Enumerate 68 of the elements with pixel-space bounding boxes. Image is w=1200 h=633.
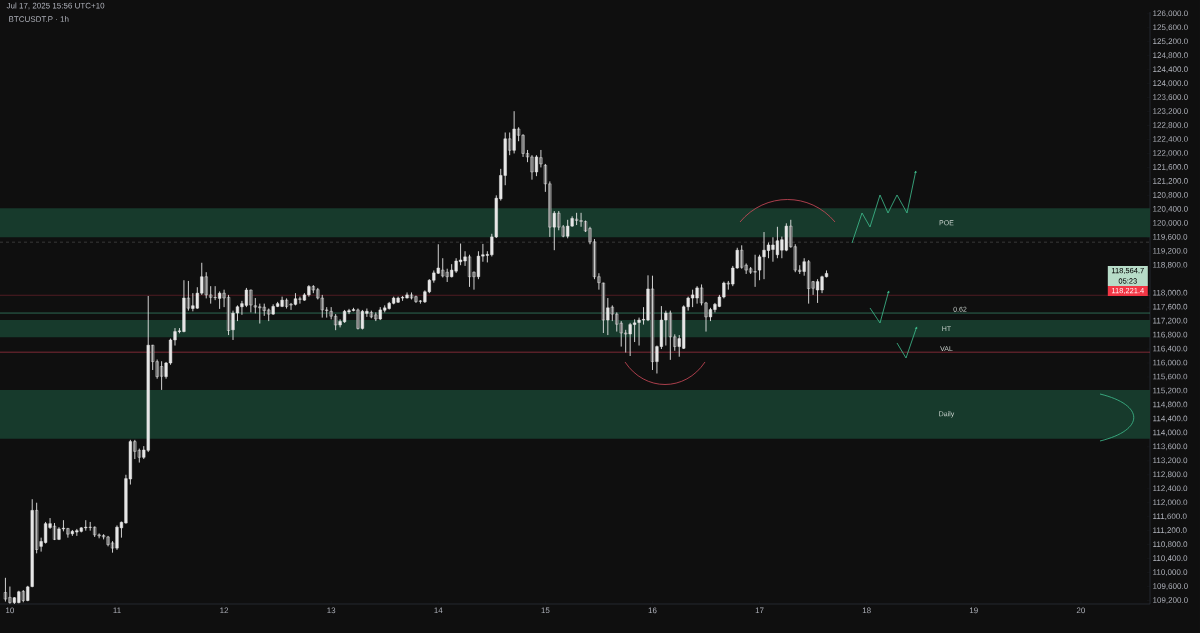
- y-tick-label: 126,000.0: [1153, 10, 1188, 18]
- x-tick-label: 16: [648, 607, 657, 614]
- y-tick-label: 123,600.0: [1153, 94, 1188, 101]
- chart-title: BTCUSDT.P · 1h: [9, 16, 69, 22]
- x-tick-label: 20: [1076, 607, 1085, 614]
- y-tick-label: 116,000.0: [1153, 359, 1188, 367]
- x-tick-label: 19: [969, 607, 978, 614]
- y-tick-label: 119,200.0: [1153, 247, 1188, 255]
- candlestick: [342, 309, 347, 324]
- x-tick-label: 13: [327, 607, 336, 614]
- candlestick: [400, 295, 405, 302]
- y-tick-label: 122,000.0: [1153, 150, 1188, 157]
- y-tick-label: 117,200.0: [1153, 317, 1188, 325]
- y-tick-label: 112,000.0: [1153, 499, 1188, 507]
- candlestick: [815, 278, 820, 304]
- y-tick-label: 113,600.0: [1153, 443, 1188, 451]
- candlestick: [753, 254, 757, 288]
- y-tick-label: 122,400.0: [1153, 136, 1188, 143]
- y-tick-label: 121,600.0: [1153, 164, 1188, 171]
- y-tick-label: 112,400.0: [1153, 485, 1188, 493]
- y-tick-label: 125,600.0: [1153, 24, 1188, 32]
- y-tick-label: 122,800.0: [1153, 122, 1188, 129]
- candlestick: [52, 522, 57, 541]
- y-tick-label: 109,200.0: [1153, 597, 1188, 604]
- y-tick-label: 112,800.0: [1153, 471, 1188, 479]
- x-tick-label: 10: [6, 607, 15, 614]
- candlestick: [293, 292, 298, 306]
- y-tick-label: 124,000.0: [1153, 80, 1188, 87]
- y-tick-label: 120,400.0: [1153, 206, 1188, 213]
- candlestick: [534, 154, 539, 177]
- y-tick-label: 110,000.0: [1153, 569, 1188, 576]
- y-tick-label: 121,200.0: [1153, 178, 1188, 185]
- candlestick: [284, 297, 289, 309]
- y-tick-label: 124,400.0: [1153, 66, 1188, 73]
- y-tick-label: 124,800.0: [1153, 52, 1188, 59]
- y-tick-label: 125,200.0: [1153, 38, 1188, 45]
- y-tick-label: 118,800.0: [1153, 261, 1188, 269]
- candlestick: [405, 292, 409, 299]
- y-tick-label: 123,200.0: [1153, 108, 1188, 115]
- candlestick: [650, 275, 655, 371]
- y-tick-label: 110,400.0: [1153, 555, 1188, 562]
- candlestick: [226, 294, 231, 336]
- y-tick-label: 114,400.0: [1153, 415, 1188, 423]
- y-tick-label: 114,800.0: [1153, 401, 1188, 409]
- candlestick: [409, 292, 414, 300]
- y-tick-label: 116,800.0: [1153, 331, 1188, 339]
- y-tick-label: 115,200.0: [1153, 387, 1188, 395]
- y-tick-label: 116,400.0: [1153, 345, 1188, 353]
- y-tick-label: 115,600.0: [1153, 373, 1188, 381]
- y-tick-label: 119,600.0: [1153, 233, 1188, 241]
- text: Jul 17, 2025 15:56 UTC+10: [6, 2, 105, 10]
- y-tick-label: 120,000.0: [1153, 220, 1188, 227]
- y-tick-label: 111,600.0: [1153, 513, 1187, 520]
- y-tick-label: 120,800.0: [1153, 192, 1188, 199]
- y-tick-label: 117,600.0: [1153, 303, 1188, 311]
- x-tick-label: 18: [862, 607, 871, 614]
- y-tick-label: 111,200.0: [1153, 527, 1187, 534]
- x-tick-label: 17: [755, 607, 764, 614]
- x-tick-label: 15: [541, 607, 550, 614]
- y-tick-label: 113,200.0: [1153, 457, 1188, 465]
- x-tick-label: 12: [220, 607, 229, 614]
- y-tick-label: 118,000.0: [1153, 289, 1188, 297]
- y-tick-label: 110,800.0: [1153, 541, 1188, 548]
- x-tick-label: 14: [434, 607, 443, 614]
- candlestick: [289, 302, 293, 311]
- y-tick-label: 114,000.0: [1153, 429, 1188, 437]
- x-tick-label: 11: [113, 607, 121, 614]
- y-tick-label: 109,600.0: [1153, 583, 1188, 590]
